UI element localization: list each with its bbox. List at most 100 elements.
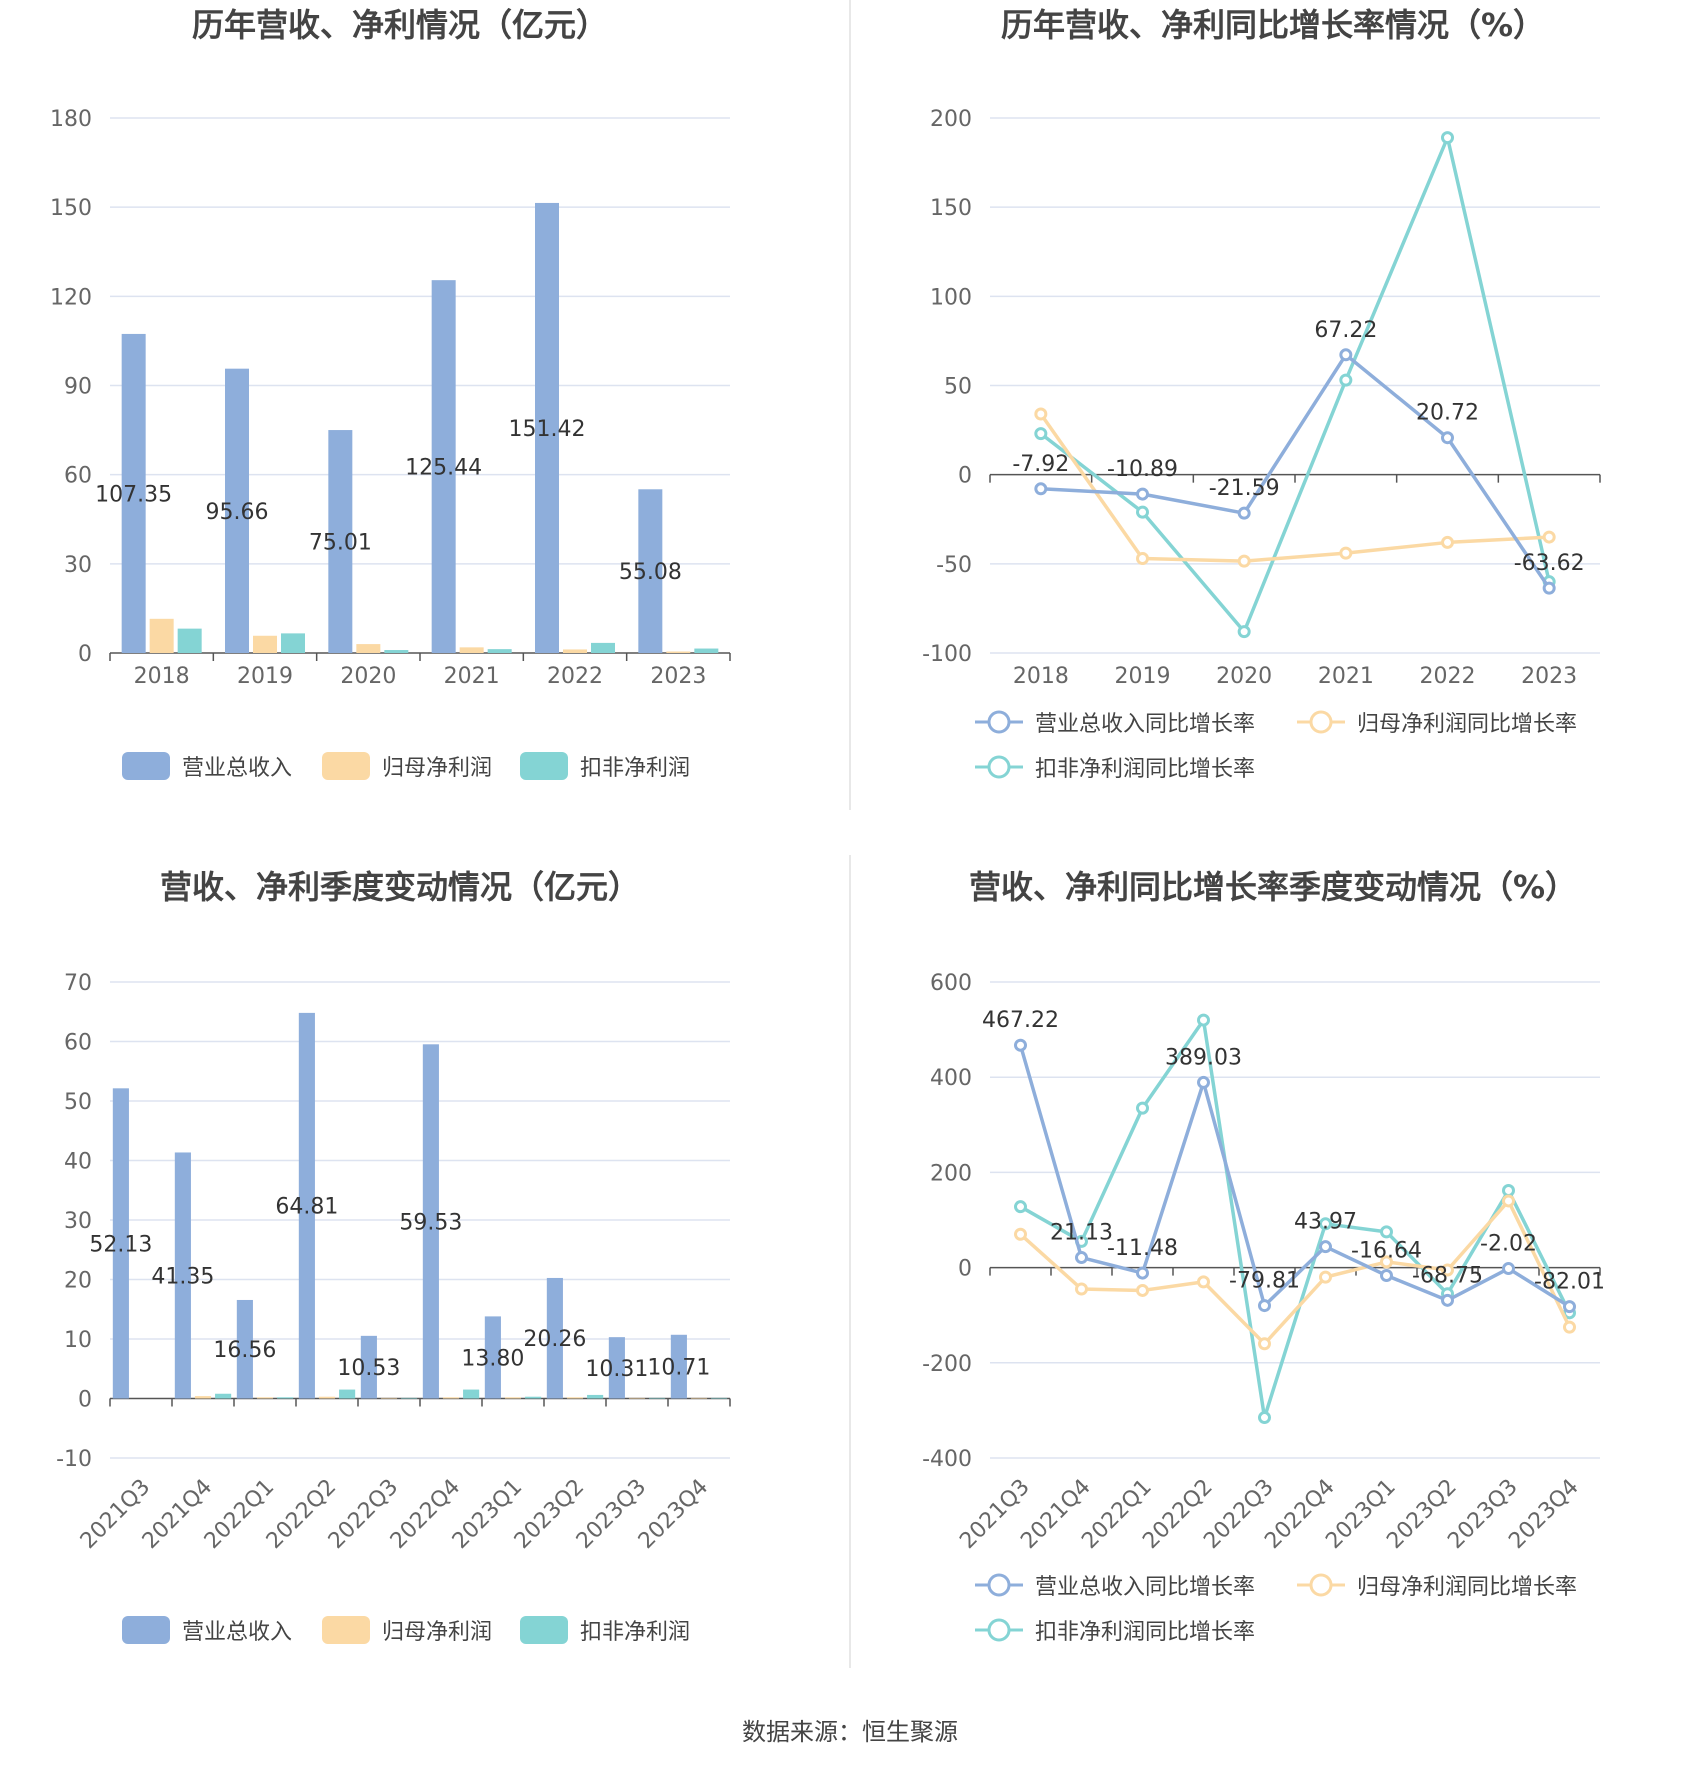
y-tick-label: 150 [930, 196, 972, 221]
legend-label: 归母净利润 [382, 756, 492, 781]
chart-title: 营收、净利同比增长率季度变动情况（%） [969, 868, 1577, 906]
bar-revenue [328, 430, 353, 653]
series-line [1040, 353, 1551, 590]
bar-deducted-profit [277, 1397, 294, 1399]
y-tick-label: 90 [64, 375, 92, 400]
series-point [1339, 348, 1353, 362]
bar-revenue [484, 1316, 501, 1399]
legend-marker [987, 755, 1011, 779]
y-tick-label: 200 [930, 1161, 972, 1186]
bar-deducted-profit [401, 1397, 418, 1399]
y-tick-label: 600 [930, 971, 972, 996]
series-point [1075, 1282, 1088, 1296]
bar-deducted-profit [587, 1394, 604, 1399]
y-tick-label: 10 [64, 1328, 92, 1353]
bar-deducted-profit [525, 1396, 542, 1399]
legend-swatch [520, 1616, 568, 1644]
bar-data-label: 55.08 [619, 560, 682, 585]
legend-label: 营业总收入 [182, 1620, 292, 1645]
series-point [1136, 1266, 1149, 1280]
x-tick-label: 2022 [1420, 664, 1476, 689]
series-point [1258, 1299, 1271, 1313]
series-point [1319, 1240, 1332, 1254]
bar-net-profit [690, 1397, 708, 1399]
line-data-label: 21.13 [1050, 1221, 1113, 1246]
line-data-label: -10.89 [1107, 457, 1178, 482]
legend-swatch [122, 1616, 170, 1644]
legend-swatch [122, 752, 170, 780]
series-point [1136, 505, 1149, 519]
series-point [1136, 1283, 1149, 1297]
bar-deducted-profit [339, 1389, 356, 1399]
series-point [1014, 1200, 1027, 1214]
source-note: 数据来源：恒生聚源 [742, 1718, 958, 1746]
x-tick-label: 2018 [134, 664, 190, 689]
bar-data-label: 125.44 [405, 456, 482, 481]
series-point [1258, 1337, 1271, 1351]
legend-label: 扣非净利润同比增长率 [1035, 757, 1255, 782]
bar-deducted-profit [215, 1393, 232, 1399]
legend-label: 归母净利润同比增长率 [1357, 712, 1577, 737]
bar-revenue [422, 1044, 439, 1399]
bar-net-profit [194, 1396, 212, 1399]
bar-revenue [546, 1277, 563, 1399]
y-tick-label: 0 [958, 464, 972, 489]
series-point [1563, 1320, 1576, 1334]
bar-revenue [225, 368, 249, 653]
bar-revenue [112, 1088, 129, 1399]
y-tick-label: 60 [64, 464, 92, 489]
series-point [1237, 506, 1251, 520]
bar-data-label: 10.53 [337, 1356, 400, 1381]
series-point [1542, 581, 1556, 595]
bar-deducted-profit [487, 649, 512, 653]
y-tick-label: 100 [930, 285, 972, 310]
y-tick-label: 60 [64, 1031, 92, 1056]
bar-data-label: 10.31 [585, 1357, 648, 1382]
bar-data-label: 75.01 [309, 531, 372, 556]
series-point [1034, 407, 1048, 421]
legend-swatch [322, 1616, 370, 1644]
x-tick-label: 2022 [547, 664, 603, 689]
bar-revenue [236, 1299, 253, 1399]
legend-label: 扣非净利润同比增长率 [1035, 1620, 1255, 1645]
series-point [1075, 1251, 1088, 1265]
bar-net-profit [318, 1396, 336, 1399]
bar-net-profit [380, 1397, 398, 1399]
line-data-label: 67.22 [1314, 318, 1377, 343]
line-data-label: 467.22 [982, 1008, 1059, 1033]
legend-marker [987, 1573, 1011, 1597]
legend-marker [987, 710, 1011, 734]
legend-marker [987, 1618, 1011, 1642]
line-data-label: -2.02 [1480, 1232, 1537, 1257]
y-tick-label: -400 [922, 1447, 972, 1472]
series-point [1136, 1101, 1149, 1115]
series-point [1339, 546, 1353, 560]
bar-revenue [121, 333, 146, 653]
series-point [1014, 1038, 1027, 1052]
bar-deducted-profit [281, 633, 305, 653]
bar-net-profit [504, 1397, 522, 1399]
bar-revenue [360, 1335, 377, 1399]
bar-net-profit [442, 1397, 460, 1399]
y-tick-label: 200 [930, 107, 972, 132]
bar-net-profit [628, 1397, 646, 1399]
chart-title: 历年营收、净利同比增长率情况（%） [1001, 6, 1545, 44]
y-tick-label: 0 [958, 1257, 972, 1282]
line-data-label: 43.97 [1294, 1210, 1357, 1235]
series-point [1502, 1183, 1515, 1197]
series-point [1502, 1194, 1515, 1208]
bar-deducted-profit [694, 648, 719, 653]
bar-net-profit [253, 635, 277, 653]
series-point [1502, 1262, 1515, 1276]
y-tick-label: -100 [922, 642, 972, 667]
series-point [1319, 1270, 1332, 1284]
y-tick-label: 150 [50, 196, 92, 221]
x-tick-label: 2023Q4 [634, 1475, 713, 1554]
legend-label: 营业总收入同比增长率 [1035, 712, 1255, 737]
series-point [1319, 1217, 1332, 1231]
bar-data-label: 59.53 [399, 1210, 462, 1235]
x-tick-label: 2019 [1115, 664, 1171, 689]
series-point [1136, 551, 1149, 565]
bar-deducted-profit [711, 1397, 728, 1399]
series-point [1258, 1411, 1271, 1425]
